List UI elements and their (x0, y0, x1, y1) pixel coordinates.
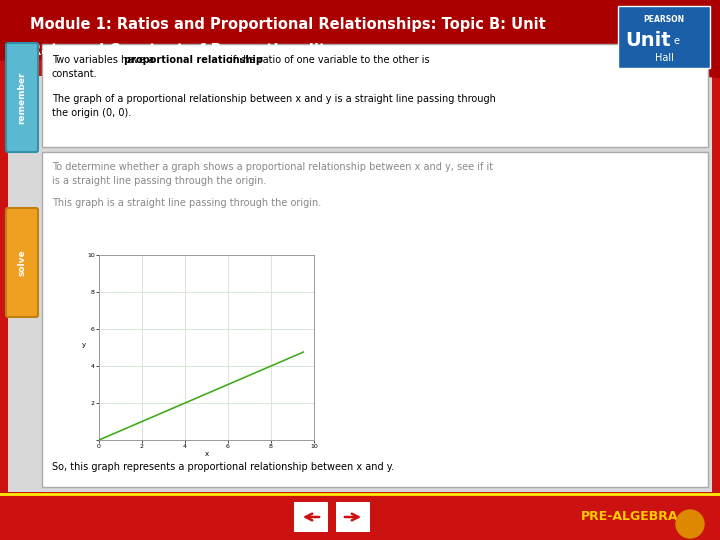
Polygon shape (0, 0, 720, 84)
Text: if the ratio of one variable to the other is: if the ratio of one variable to the othe… (227, 55, 430, 65)
Text: Rate and Constant of Proportionality: Rate and Constant of Proportionality (30, 43, 336, 57)
Text: remember: remember (17, 71, 27, 124)
FancyBboxPatch shape (618, 6, 710, 68)
Text: To determine whether a graph shows a proportional relationship between x and y, : To determine whether a graph shows a pro… (52, 162, 493, 172)
Text: Two variables have a: Two variables have a (52, 55, 157, 65)
FancyBboxPatch shape (294, 502, 328, 532)
FancyBboxPatch shape (6, 208, 38, 317)
Text: the origin (0, 0).: the origin (0, 0). (52, 108, 131, 118)
Text: Unit: Unit (625, 31, 671, 51)
Text: PEARSON: PEARSON (644, 15, 685, 24)
Text: PRE-ALGEBRA: PRE-ALGEBRA (581, 510, 679, 523)
FancyBboxPatch shape (42, 44, 708, 147)
X-axis label: x: x (204, 450, 209, 456)
FancyBboxPatch shape (8, 76, 712, 492)
Text: is a straight line passing through the origin.: is a straight line passing through the o… (52, 176, 266, 186)
Text: e: e (673, 36, 679, 46)
Text: Hall: Hall (654, 53, 673, 63)
FancyBboxPatch shape (0, 0, 720, 72)
FancyBboxPatch shape (0, 494, 720, 540)
Text: The graph of a proportional relationship between x and y is a straight line pass: The graph of a proportional relationship… (52, 94, 496, 104)
Circle shape (676, 510, 704, 538)
Text: So, this graph represents a proportional relationship between x and y.: So, this graph represents a proportional… (52, 462, 394, 472)
FancyBboxPatch shape (42, 152, 708, 487)
Text: proportional relationship: proportional relationship (124, 55, 263, 65)
Text: This graph is a straight line passing through the origin.: This graph is a straight line passing th… (52, 198, 321, 208)
Text: Module 1: Ratios and Proportional Relationships: Topic B: Unit: Module 1: Ratios and Proportional Relati… (30, 17, 546, 31)
FancyBboxPatch shape (336, 502, 370, 532)
Y-axis label: y: y (82, 341, 86, 348)
Text: solve: solve (17, 249, 27, 276)
Text: constant.: constant. (52, 69, 98, 79)
FancyBboxPatch shape (6, 43, 38, 152)
